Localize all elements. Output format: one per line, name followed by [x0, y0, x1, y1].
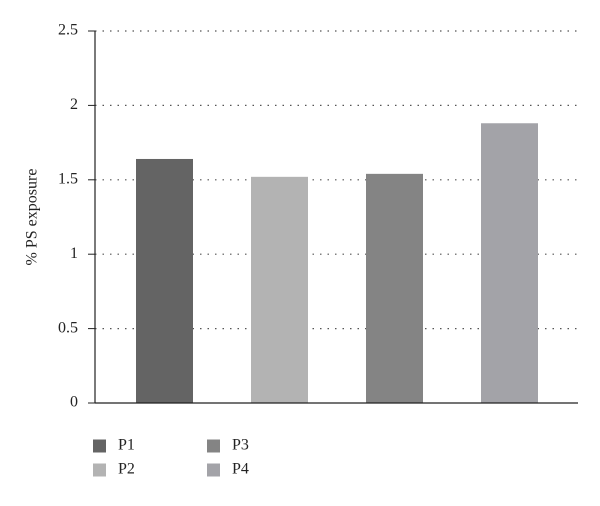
legend-label: P1 [118, 437, 135, 454]
bar [366, 173, 423, 403]
legend-swatch [93, 439, 106, 453]
legend-label: P3 [232, 437, 249, 454]
y-tick-label: 1 [70, 245, 78, 262]
legend-label: P2 [118, 461, 135, 478]
y-axis-label: % PS exposure [24, 169, 41, 266]
legend-swatch [93, 463, 106, 477]
bar [251, 176, 308, 403]
y-tick-label: 0 [70, 394, 78, 411]
legend-label: P4 [232, 461, 249, 478]
y-tick-label: 2 [70, 96, 78, 113]
bar [136, 158, 193, 403]
legend-swatch [207, 463, 220, 477]
y-tick-label: 2.5 [58, 22, 78, 39]
y-tick-label: 1.5 [58, 170, 78, 187]
bar [481, 123, 538, 404]
legend-swatch [207, 439, 220, 453]
y-tick-label: 0.5 [58, 319, 78, 336]
